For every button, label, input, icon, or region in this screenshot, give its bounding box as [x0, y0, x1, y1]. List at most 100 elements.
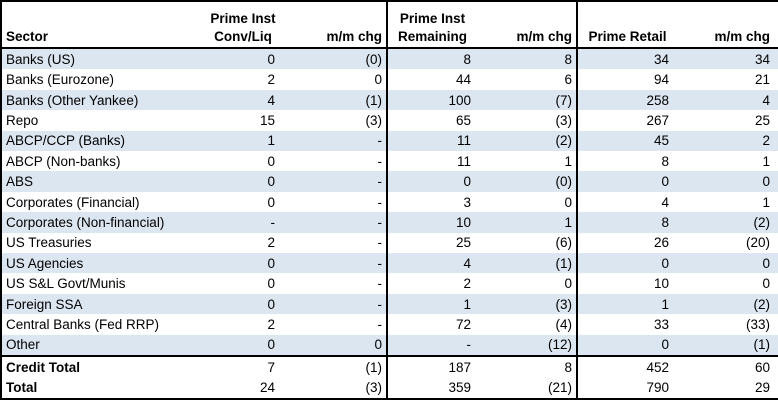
value-cell: 44 [386, 69, 477, 90]
value-cell: 10 [576, 273, 677, 294]
value-cell: - [377, 235, 383, 251]
table-row: ABCP (Non-banks) 0-11 1 8 1 [1, 151, 778, 172]
table-row: Banks (Other Yankee) 4 (1) 100 (7) 258 4 [1, 89, 778, 111]
column-header-line2: Sector [6, 28, 49, 44]
value-cell: - [285, 293, 387, 315]
value-cell: - [285, 130, 387, 152]
value-cell: - [377, 276, 383, 292]
value-cell: 0 [201, 334, 285, 357]
value-cell: (2) [677, 293, 778, 315]
value-cell: (1) [477, 253, 577, 274]
value-cell: 258 [576, 89, 677, 111]
table-row: Central Banks (Fed RRP) 2 -72 (4) 33 (33) [1, 314, 778, 335]
column-header-line2: m/m chg [516, 28, 572, 44]
value-cell: 0 [564, 194, 572, 210]
header-row: Sector Prime Inst Conv/Liq m/m chg Prime Ins… [1, 1, 778, 49]
value-cell: 26 [576, 232, 677, 254]
table-row: Repo 15 (3) 65 (3) 267 25 [1, 110, 778, 131]
value-cell: 2 [386, 273, 477, 294]
column-header: Sector [1, 1, 201, 49]
value-cell: 6 [564, 72, 572, 88]
value-cell: (33) [745, 317, 770, 332]
value-cell: 100 [386, 89, 477, 111]
value-cell: 1 [576, 293, 677, 315]
value-cell: 1 [386, 293, 477, 315]
sector-cell: US S&L Govt/Munis [6, 276, 126, 292]
table-row: ABS 0-0 (0) 0 0 [1, 171, 778, 192]
value-cell: 65 [386, 110, 477, 131]
value-cell: 790 [576, 377, 677, 399]
sector-cell: Other [1, 334, 201, 357]
sector-cell: Foreign SSA [1, 293, 201, 315]
value-cell: 359 [386, 377, 477, 399]
value-cell: 45 [576, 130, 677, 152]
value-cell: (1) [677, 334, 778, 357]
sector-cell: ABS [1, 171, 201, 192]
value-cell: 0 [267, 276, 275, 292]
sector-cell: Corporates (Non-financial) [1, 212, 201, 233]
value-cell: 0 [677, 171, 778, 192]
sector-cell: ABCP (Non-banks) [6, 153, 121, 169]
value-cell: 72 [386, 314, 477, 335]
sector-cell: Banks (US) [1, 48, 201, 70]
value-cell: (7) [477, 89, 577, 111]
value-cell: - [285, 253, 387, 274]
value-cell: 1 [201, 130, 285, 152]
value-cell: (2) [477, 130, 577, 152]
sector-cell: ABCP/CCP (Banks) [1, 130, 201, 152]
value-cell: 0 [374, 72, 382, 88]
value-cell: (1) [285, 89, 387, 111]
table-row: Banks (US) 0 (0) 8 8 34 34 [1, 48, 778, 70]
value-cell: 33 [576, 314, 677, 335]
value-cell: - [377, 317, 383, 332]
value-cell: (1) [285, 355, 387, 378]
value-cell: 2 [267, 72, 275, 88]
value-cell: - [285, 212, 387, 233]
value-cell: 0 [285, 334, 387, 357]
value-cell: 4 [576, 191, 677, 213]
column-header: Prime Inst Conv/Liq [201, 1, 285, 49]
sector-cell: Central Banks (Fed RRP) [6, 317, 160, 332]
value-cell: - [377, 194, 383, 210]
value-cell: 4 [201, 89, 285, 111]
value-cell: (3) [555, 112, 573, 128]
value-cell: 4 [677, 89, 778, 111]
value-cell: (21) [547, 380, 572, 396]
value-cell: 1 [477, 212, 577, 233]
value-cell: 2 [267, 317, 275, 332]
value-cell: (6) [555, 235, 573, 251]
value-cell: 187 [386, 355, 477, 378]
value-cell: 21 [754, 72, 770, 88]
value-cell: - [201, 212, 285, 233]
sector-cell: Corporates (Financial) [6, 194, 140, 210]
table-body: Banks (US) 0 (0) 8 8 34 34 Banks (Eurozone) 2 0 44… [1, 48, 778, 357]
value-cell: - [285, 171, 387, 192]
value-cell: 60 [677, 355, 778, 378]
value-cell: (0) [285, 48, 387, 70]
value-cell: 2 [267, 235, 275, 251]
value-cell: 0 [576, 171, 677, 192]
value-cell: 34 [576, 48, 677, 70]
value-cell: 0 [762, 276, 770, 292]
value-cell: - [386, 334, 477, 357]
sector-cell: US Treasuries [6, 235, 92, 251]
value-cell: (2) [677, 212, 778, 233]
column-header-line2: Prime Retail [588, 28, 667, 44]
column-header: m/m chg [285, 1, 387, 49]
value-cell: 8 [386, 48, 477, 70]
value-cell: 0 [267, 153, 275, 169]
value-cell: 25 [754, 112, 770, 128]
value-cell: 29 [754, 380, 770, 396]
value-cell: 1 [564, 153, 572, 169]
value-cell: - [377, 153, 383, 169]
value-cell: 1 [762, 194, 770, 210]
value-cell: 7 [201, 355, 285, 378]
value-cell: 0 [201, 293, 285, 315]
sector-cell: Banks (Other Yankee) [1, 89, 201, 111]
value-cell: (20) [745, 235, 770, 251]
table-row: Banks (Eurozone) 2 0 44 6 94 21 [1, 69, 778, 90]
value-cell: (0) [477, 171, 577, 192]
value-cell: 25 [386, 232, 477, 254]
